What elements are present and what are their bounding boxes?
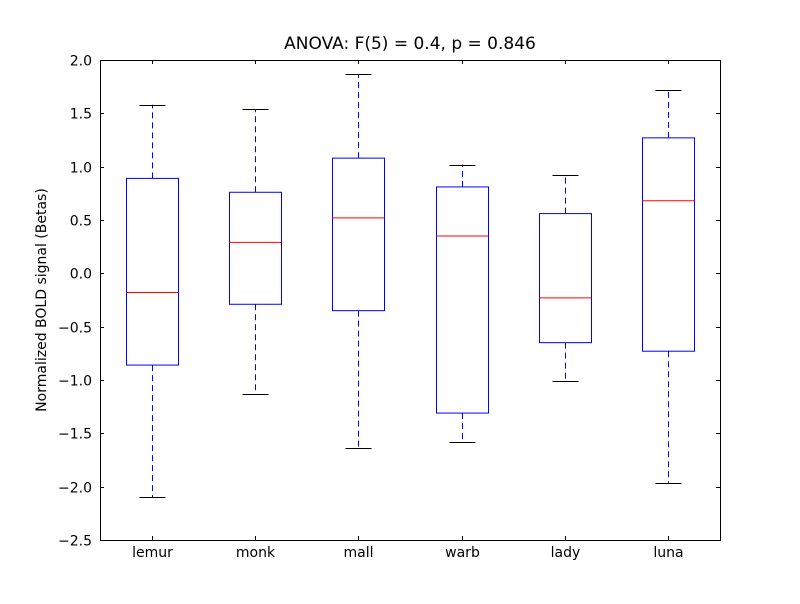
y-tick-label: 1.0 xyxy=(70,161,92,177)
x-tick-label: luna xyxy=(653,545,683,561)
y-tick-label: 0.0 xyxy=(70,267,92,283)
box xyxy=(539,213,592,344)
box xyxy=(332,157,385,312)
x-tick-label: monk xyxy=(236,545,276,561)
y-tick-label: −0.5 xyxy=(58,321,92,337)
x-tick-label: lemur xyxy=(132,545,173,561)
x-tick-label: warb xyxy=(445,545,480,561)
x-tick-label: lady xyxy=(551,545,581,561)
y-tick-label: 2.0 xyxy=(70,54,92,70)
chart-title: ANOVA: F(5) = 0.4, p = 0.846 xyxy=(284,34,536,54)
box xyxy=(126,177,179,366)
y-tick-label: −1.0 xyxy=(58,374,92,390)
y-axis-label: Normalized BOLD signal (Betas) xyxy=(34,188,50,412)
y-tick-label: −1.5 xyxy=(58,427,92,443)
box xyxy=(436,186,489,414)
box xyxy=(642,137,695,352)
x-tick-label: mall xyxy=(344,545,374,561)
y-tick-label: 0.5 xyxy=(70,214,92,230)
plot-frame xyxy=(100,60,721,541)
y-tick-label: −2.0 xyxy=(58,481,92,497)
box xyxy=(229,191,282,305)
y-tick-label: 1.5 xyxy=(70,107,92,123)
y-tick-label: −2.5 xyxy=(58,534,92,550)
